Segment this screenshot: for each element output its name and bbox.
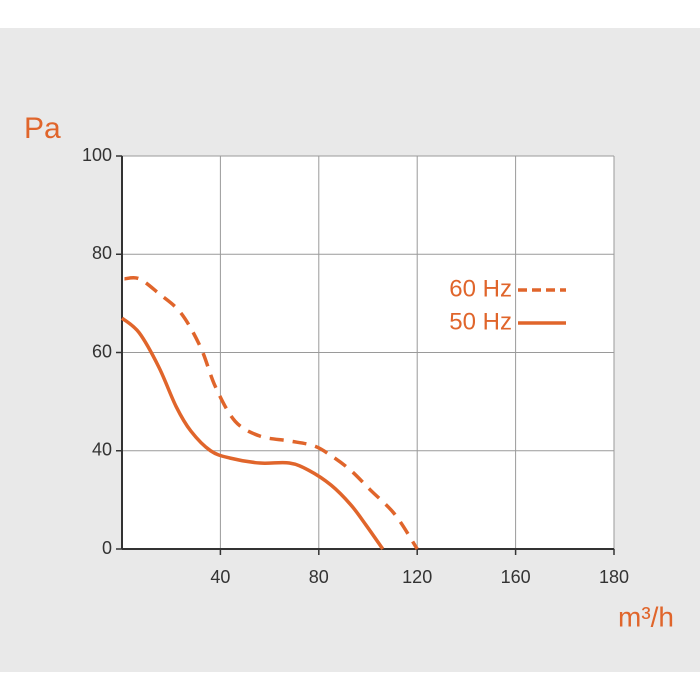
y-tick-label: 40 <box>92 440 112 460</box>
x-tick-label: 120 <box>402 567 432 587</box>
x-tick-label: 180 <box>599 567 629 587</box>
y-tick-label: 60 <box>92 341 112 361</box>
legend-label: 50 Hz <box>449 308 512 335</box>
x-tick-label: 40 <box>210 567 230 587</box>
x-tick-label: 160 <box>501 567 531 587</box>
legend-label: 60 Hz <box>449 275 512 302</box>
x-tick-label: 80 <box>309 567 329 587</box>
y-axis-label: Pa <box>24 112 61 145</box>
y-tick-label: 100 <box>82 145 112 165</box>
y-tick-label: 80 <box>92 243 112 263</box>
line-series <box>120 316 385 551</box>
x-axis-label: m³/h <box>618 601 674 632</box>
y-tick-label: 0 <box>102 538 112 558</box>
line-series <box>124 275 419 550</box>
